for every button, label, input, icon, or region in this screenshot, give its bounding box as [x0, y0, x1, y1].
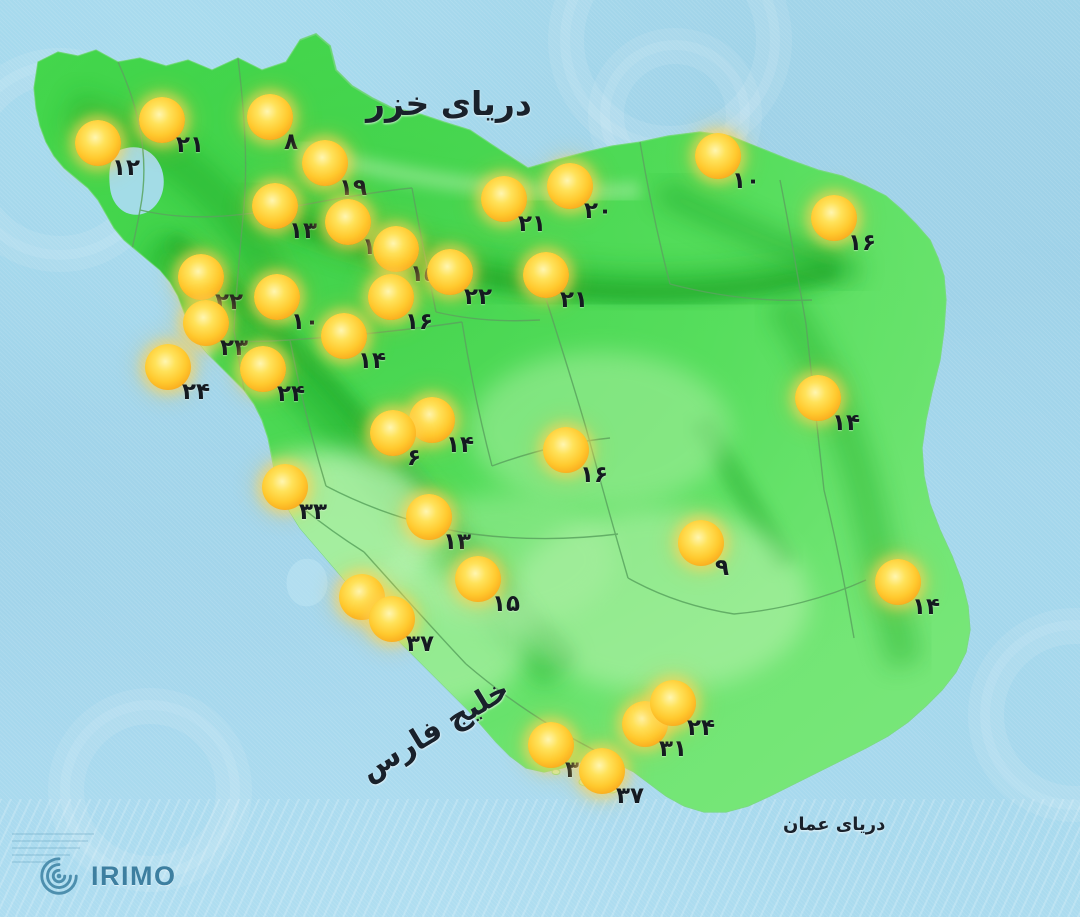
temperature-label: ۱۲: [112, 155, 141, 181]
sun-icon: [543, 427, 589, 473]
sun-icon: [254, 274, 300, 320]
sun-icon: [178, 254, 224, 300]
sun-icon: [183, 300, 229, 346]
sun-icon: [528, 722, 574, 768]
temperature-label: ۲۴: [277, 381, 306, 407]
sun-icon: [811, 195, 857, 241]
sun-icon: [321, 313, 367, 359]
sun-icon: [406, 494, 452, 540]
temperature-label: ۱۴: [358, 348, 387, 374]
temperature-label: ۳۷: [616, 783, 645, 809]
sun-icon: [262, 464, 308, 510]
sun-icon: [455, 556, 501, 602]
irimo-wordmark: IRIMO: [91, 860, 177, 891]
temperature-label: ۹: [715, 555, 730, 581]
temperature-label: ۲۲: [464, 284, 493, 310]
sun-icon: [579, 748, 625, 794]
temperature-label: ۱۶: [580, 462, 609, 488]
temperature-label: ۱۳: [443, 529, 472, 555]
temperature-label: ۱۶: [405, 309, 434, 335]
sea-hatch-band: [0, 799, 1080, 917]
sun-icon: [240, 346, 286, 392]
temperature-label: ۱۳: [289, 218, 318, 244]
oman-sea-label: دریای عمان: [783, 814, 886, 835]
sun-icon: [695, 133, 741, 179]
sun-icon: [373, 226, 419, 272]
sun-icon: [523, 252, 569, 298]
sun-icon: [547, 163, 593, 209]
spiral-icon: [40, 857, 78, 895]
temperature-label: ۱۰: [291, 309, 320, 335]
temperature-label: ۱۴: [446, 432, 475, 458]
sun-icon: [252, 183, 298, 229]
watermark-circle-4: [60, 700, 240, 880]
temperature-label: ۱۹: [339, 175, 368, 201]
sun-icon: [370, 410, 416, 456]
sun-icon: [325, 199, 371, 245]
temperature-label: ۳۷: [406, 631, 435, 657]
sun-icon: [409, 397, 455, 443]
irimo-logo: IRIMO: [36, 853, 177, 899]
temperature-label: ۲۴: [182, 379, 211, 405]
temperature-label: ۲۱: [518, 211, 547, 237]
sun-icon: [139, 97, 185, 143]
temperature-label: ۱۶: [848, 230, 877, 256]
sun-icon: [368, 274, 414, 320]
temperature-label: ۱۰: [732, 168, 761, 194]
caspian-sea-label: دریای خزر: [366, 84, 532, 123]
temperature-label: ۳۱: [659, 736, 688, 762]
temperature-label: ۳۳: [299, 499, 328, 525]
sun-icon: [247, 94, 293, 140]
temperature-label: ۱۵: [492, 591, 521, 617]
temperature-label: ۱۴: [832, 410, 861, 436]
sun-icon: [302, 140, 348, 186]
sun-icon: [678, 520, 724, 566]
temperature-label: ۶: [407, 445, 422, 471]
temperature-label: ۱۴: [912, 594, 941, 620]
sun-icon: [369, 596, 415, 642]
temperature-label: ۲۰: [584, 198, 613, 224]
coastline: [299, 32, 393, 109]
temperature-label: ۸: [284, 129, 299, 155]
sun-icon: [875, 559, 921, 605]
sun-icon: [650, 680, 696, 726]
temperature-label: ۲۱: [560, 287, 589, 313]
sun-icon: [145, 344, 191, 390]
sun-icon: [75, 120, 121, 166]
sun-icon: [427, 249, 473, 295]
temperature-label: ۲۴: [687, 715, 716, 741]
sun-icon: [481, 176, 527, 222]
sun-icon: [795, 375, 841, 421]
temperature-label: ۲۱: [176, 132, 205, 158]
neighbor-coast: [286, 558, 328, 607]
